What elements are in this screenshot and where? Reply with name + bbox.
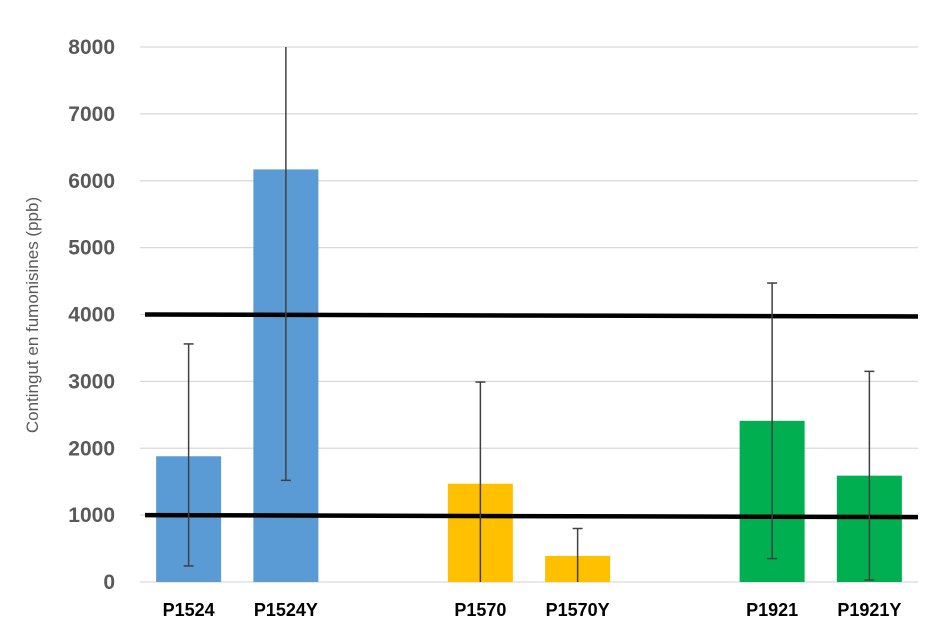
error-bars	[183, 47, 875, 582]
x-category-label: P1524	[163, 600, 215, 620]
y-tick-label: 5000	[68, 237, 115, 260]
x-category-labels: P1524 P1524Y P1570 P1570Y P1921 P1921Y	[163, 600, 902, 620]
reference-line-4000	[144, 312, 919, 319]
y-tick-label: 7000	[68, 103, 115, 126]
y-tick-label: 6000	[68, 170, 115, 193]
bars	[156, 169, 902, 582]
y-tick-labels: 0 1000 2000 3000 4000 5000 6000 7000 8000	[68, 36, 115, 594]
y-tick-label: 1000	[68, 504, 115, 527]
reference-lines	[144, 312, 919, 520]
y-tick-label: 0	[103, 571, 115, 594]
x-category-label: P1921Y	[837, 600, 901, 620]
x-category-label: P1921	[746, 600, 798, 620]
reference-line-1000	[144, 512, 919, 520]
y-tick-label: 8000	[68, 36, 115, 59]
x-category-label: P1570Y	[546, 600, 610, 620]
y-axis-title: Contingut en fumonisines (ppb)	[23, 197, 42, 433]
y-tick-label: 2000	[68, 437, 115, 460]
y-tick-label: 3000	[68, 370, 115, 393]
x-category-label: P1524Y	[254, 600, 318, 620]
y-tick-label: 4000	[68, 304, 115, 327]
x-category-label: P1570	[454, 600, 506, 620]
